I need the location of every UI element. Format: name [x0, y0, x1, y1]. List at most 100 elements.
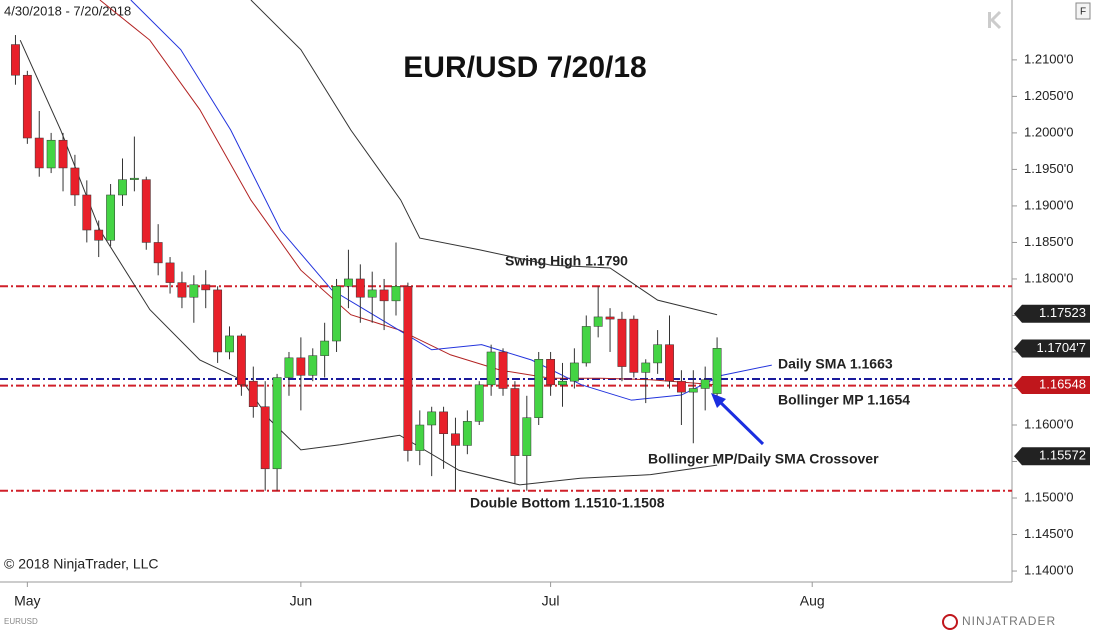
chart-title: EUR/USD 7/20/18	[403, 51, 646, 84]
candle-body	[213, 289, 223, 353]
price-tag-label: 1.16548	[1039, 376, 1086, 391]
candle-body	[46, 139, 56, 169]
indicator-line	[19, 39, 718, 486]
y-tick-label: 1.1600'0	[1024, 416, 1073, 431]
candle-body	[581, 326, 591, 364]
y-tick-label: 1.1850'0	[1024, 234, 1073, 249]
candle-body	[189, 284, 199, 298]
candle-body	[558, 380, 567, 386]
price-tag-label: 1.1704'7	[1037, 340, 1086, 355]
brand-logo	[942, 614, 958, 630]
candle-body	[248, 380, 258, 407]
candle-body	[308, 355, 318, 376]
candle-body	[141, 179, 151, 243]
annotation: Double Bottom 1.1510-1.1508	[470, 495, 665, 511]
candle-body	[688, 388, 698, 393]
candle-body	[498, 351, 508, 389]
candle-body	[332, 286, 341, 342]
candle-body	[355, 278, 365, 298]
candle-body	[522, 417, 532, 456]
candle-body	[11, 44, 20, 76]
y-tick-label: 1.2000'0	[1024, 124, 1073, 139]
annotation: Swing High 1.1790	[505, 253, 628, 269]
candle-body	[177, 282, 187, 298]
annotation: Bollinger MP 1.1654	[778, 392, 910, 408]
brand: NINJATRADER	[962, 614, 1056, 628]
crossover-arrow	[711, 393, 765, 446]
candle-body	[260, 406, 270, 470]
price-tag	[1014, 375, 1090, 394]
candle-body	[153, 242, 163, 264]
candle-body	[34, 137, 44, 169]
scroll-end-icon[interactable]	[988, 10, 1002, 30]
candle-body	[22, 74, 32, 139]
candle-body	[617, 318, 627, 367]
price-tag-label: 1.15572	[1039, 448, 1086, 463]
candle-body	[629, 318, 639, 373]
candle-body	[510, 388, 520, 456]
date-range: 4/30/2018 - 7/20/2018	[4, 3, 131, 18]
candle-body	[403, 286, 413, 451]
price-tag-label: 1.17523	[1039, 305, 1086, 320]
candle-body	[712, 348, 722, 394]
candle-body	[486, 351, 496, 386]
candle-body	[379, 289, 389, 302]
candle-body	[94, 229, 104, 241]
price-tag	[1014, 304, 1090, 323]
candle-body	[700, 379, 710, 389]
x-tick-label: May	[14, 593, 40, 609]
candle-body	[225, 335, 234, 353]
y-tick-label: 1.1400'0	[1024, 562, 1073, 577]
candle-body	[58, 139, 68, 169]
candle-body	[676, 380, 686, 393]
indicator-line	[130, 0, 772, 401]
candle-body	[546, 359, 556, 386]
x-tick-label: Jul	[542, 593, 560, 609]
candle-body	[605, 316, 615, 320]
candle-body	[118, 179, 127, 196]
candle-body	[474, 384, 484, 422]
candle-body	[462, 421, 472, 446]
candle-body	[106, 194, 116, 241]
candle-body	[391, 286, 401, 302]
candle-body	[344, 278, 353, 287]
symbol: EURUSD	[4, 617, 38, 626]
y-tick-label: 1.1950'0	[1024, 161, 1073, 176]
y-tick-label: 1.2100'0	[1024, 51, 1073, 66]
candle-body	[272, 377, 282, 470]
annotation: Bollinger MP/Daily SMA Crossover	[648, 451, 879, 467]
candle-body	[415, 424, 425, 451]
candle-body	[201, 284, 211, 291]
candle-body	[367, 289, 377, 298]
candle-body	[129, 177, 139, 180]
y-tick-label: 1.1800'0	[1024, 270, 1073, 285]
candle-body	[665, 344, 674, 382]
x-tick-label: Jun	[290, 593, 313, 609]
y-tick-label: 1.1450'0	[1024, 526, 1073, 541]
copyright: © 2018 NinjaTrader, LLC	[4, 556, 159, 572]
candle-body	[641, 362, 651, 373]
y-tick-label: 1.1500'0	[1024, 489, 1073, 504]
candle-body	[296, 357, 306, 376]
candle-body	[320, 340, 330, 356]
indicator-line	[250, 0, 718, 316]
candle-body	[534, 359, 544, 418]
candle-body	[82, 194, 92, 231]
candle-body	[236, 335, 246, 386]
candle-body	[165, 262, 175, 283]
candle-body	[284, 357, 294, 378]
candle-body	[70, 167, 80, 196]
candle-body	[569, 362, 579, 382]
price-tag	[1014, 447, 1090, 466]
annotation: Daily SMA 1.1663	[778, 356, 893, 372]
candle-body	[451, 433, 460, 446]
candle-body	[653, 344, 663, 364]
candle-body	[593, 316, 603, 327]
corner-button[interactable]	[1075, 2, 1091, 20]
y-tick-label: 1.1900'0	[1024, 197, 1073, 212]
corner-button-label[interactable]: F	[1080, 7, 1086, 18]
candle-body	[427, 411, 437, 426]
candle-body	[439, 411, 448, 435]
